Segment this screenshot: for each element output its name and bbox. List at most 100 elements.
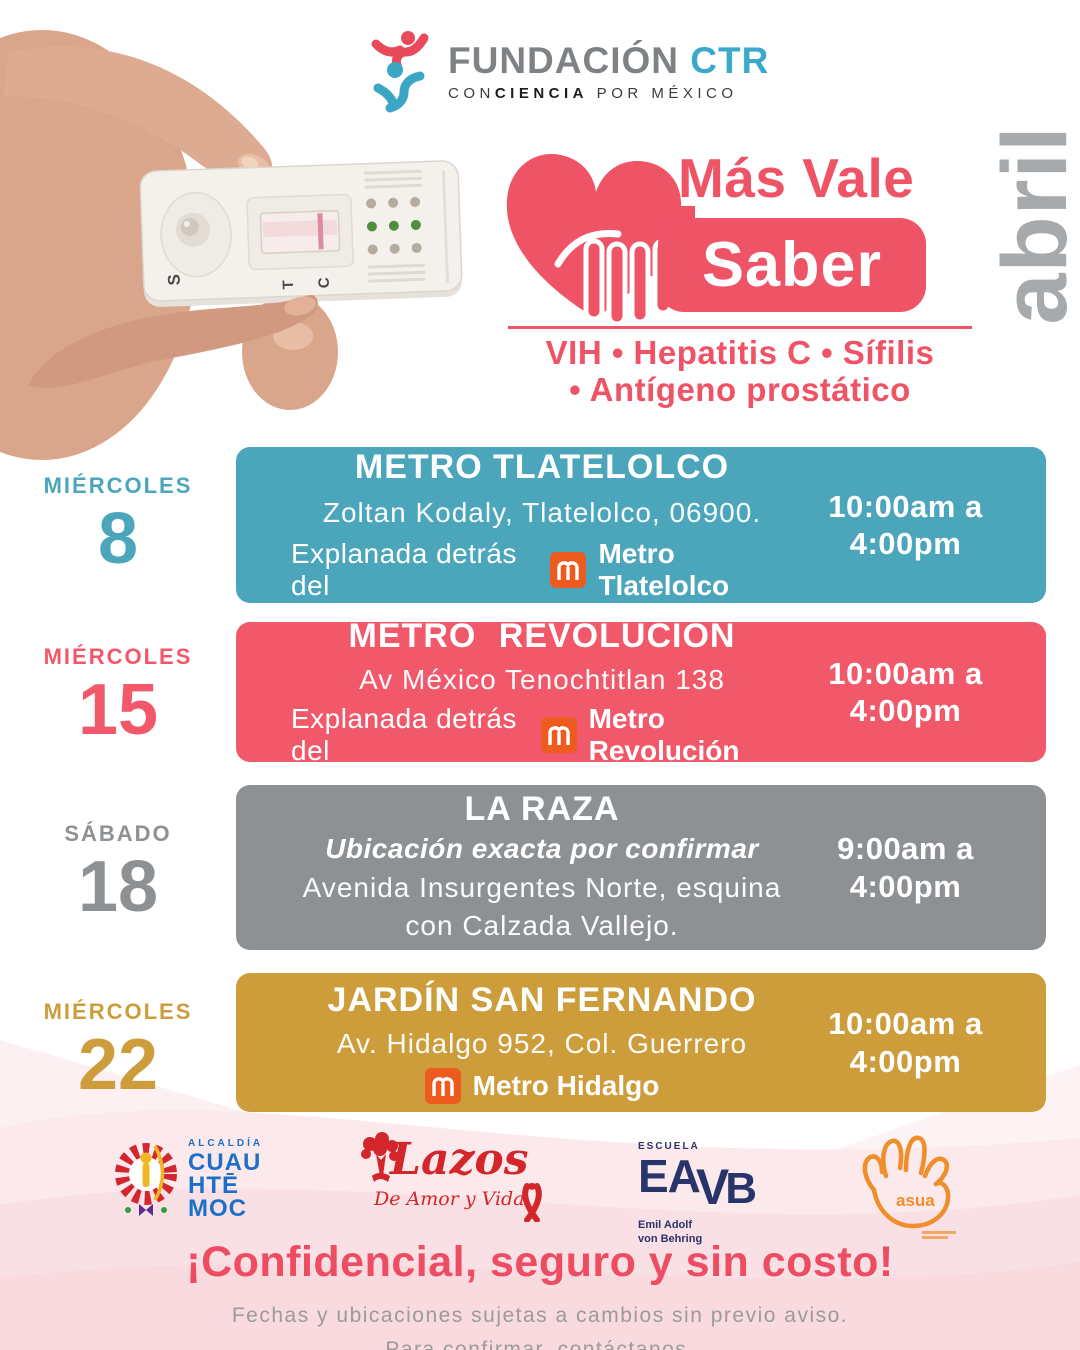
lazos-tree-icon: [361, 1132, 399, 1182]
day-label: MIÉRCOLES: [43, 473, 193, 498]
tests-line1: VIH • Hepatitis C • Sífilis: [545, 334, 935, 371]
cuauhtemoc-line2: HTĒ: [188, 1172, 239, 1200]
event-address: Zoltan Kodaly, Tlatelolco, 06900.: [322, 496, 762, 528]
event-row-miercoles-15: MIÉRCOLES 15 METRO REVOLUCIÓN Av México …: [0, 617, 1080, 766]
asua-label: asua: [896, 1191, 935, 1210]
test-cassette: S T C: [139, 160, 463, 307]
brand-name-accent: CTR: [690, 39, 770, 81]
cuauhtemoc-line1: CUAU: [188, 1149, 262, 1177]
hand-thumb: [28, 294, 318, 388]
fundacion-ctr-logo: FUNDACIÓN CTR CONCIENCIA POR MÉXICO: [368, 30, 769, 114]
metro-station-label: Metro Revolución: [588, 703, 740, 767]
eavb-sub2: von Behring: [638, 1232, 703, 1245]
event-card: METRO TLATELOLCO Zoltan Kodaly, Tlatelol…: [236, 447, 1046, 603]
brand-name-primary: FUNDACIÓN: [448, 39, 679, 81]
tagline-pre: CON: [448, 85, 495, 103]
cuauhtemoc-top-label: ALCALDÍA: [188, 1138, 264, 1150]
event-row-miercoles-22: MIÉRCOLES 22 JARDÍN SAN FERNANDO Av. Hid…: [0, 973, 1080, 1112]
partner-logos-row: ALCALDÍA CUAU HTĒ MOC Lazos De Amor y Vi…: [0, 1128, 1080, 1245]
eavb-letter-v: V: [695, 1159, 730, 1215]
brand-tagline: CONCIENCIA POR MÉXICO: [448, 85, 769, 102]
footer: ¡Confidencial, seguro y sin costo! Fecha…: [0, 1238, 1080, 1350]
month-label: abril: [984, 125, 1080, 325]
lazos-title: Lazos: [390, 1134, 529, 1185]
eavb-letter-b: B: [725, 1164, 758, 1213]
event-card: LA RAZA Ubicación exacta por confirmar A…: [236, 785, 1046, 950]
day-number: 8: [97, 499, 139, 579]
event-date: SÁBADO 18: [0, 785, 236, 923]
day-label: MIÉRCOLES: [43, 999, 193, 1024]
cuauhtemoc-line3: MOC: [188, 1194, 247, 1222]
time-line1: 10:00am a: [828, 1006, 983, 1042]
metro-prefix: Explanada detrás del: [291, 538, 517, 602]
event-date: MIÉRCOLES 15: [0, 622, 236, 746]
eavb-school-logo: ESCUELA EA V B Emil Adolf von Behring: [638, 1142, 757, 1247]
event-title: LA RAZA: [464, 790, 620, 829]
hand-with-test-cassette-photo: S T C: [0, 30, 463, 460]
asua-logo: asua: [852, 1128, 962, 1240]
event-address: Av México Tenochtitlan 138: [359, 663, 725, 695]
event-title: JARDÍN SAN FERNANDO: [327, 981, 757, 1020]
metro-prefix: Explanada detrás del: [291, 703, 517, 767]
metro-icon: [550, 552, 587, 589]
eavb-sub1: Emil Adolf: [638, 1219, 692, 1231]
time-line1: 10:00am a: [828, 488, 983, 524]
metro-station-label: Metro Hidalgo: [472, 1069, 660, 1101]
cassette-dots: [366, 196, 422, 255]
awareness-ribbon-icon: [522, 1183, 542, 1222]
footer-note2: Para confirmar, contáctanos.: [385, 1337, 695, 1350]
event-time: 9:00am a 4:00pm: [793, 785, 1046, 950]
tests-list: VIH • Hepatitis C • Sífilis • Antígeno p…: [490, 334, 990, 409]
eavb-letters-ea: EA: [638, 1150, 701, 1202]
mas-vale-saber-logo: Más Vale Saber VIH • Hepatitis C • Sífil…: [500, 130, 980, 420]
metro-row: Explanada detrás del Metro Tlatelolco: [291, 538, 793, 602]
cassette-label-t: T: [280, 280, 297, 290]
tests-line2: • Antígeno prostático: [569, 370, 911, 408]
cuauhtemoc-emblem-icon: [115, 1143, 177, 1216]
campaign-title-line2: Saber: [658, 218, 926, 312]
cassette-grip-lines: [364, 169, 426, 283]
metro-icon: [424, 1067, 461, 1104]
event-card: METRO REVOLUCIÓN Av México Tenochtitlan …: [236, 617, 1046, 766]
time-line2: 4:00pm: [849, 693, 962, 728]
event-time: 10:00am a 4:00pm: [793, 447, 1046, 603]
day-number: 18: [77, 847, 159, 927]
pink-waves-background: [0, 1040, 1080, 1350]
event-row-sabado-18: SÁBADO 18 LA RAZA Ubicación exacta por c…: [0, 785, 1080, 950]
tagline-post: POR MÉXICO: [588, 85, 738, 103]
day-label: MIÉRCOLES: [43, 644, 193, 669]
metro-row: Metro Hidalgo: [424, 1067, 660, 1104]
saber-text: Saber: [701, 230, 883, 300]
event-time: 10:00am a 4:00pm: [793, 622, 1046, 762]
cassette-label-c: C: [316, 277, 333, 289]
event-card: JARDÍN SAN FERNANDO Av. Hidalgo 952, Col…: [236, 973, 1046, 1112]
metro-station-label: Metro Tlatelolco: [598, 538, 730, 602]
metro-row: Explanada detrás del Metro Revolución: [291, 703, 793, 767]
event-note: Ubicación exacta por confirmar: [325, 833, 759, 865]
time-line1: 10:00am a: [828, 655, 983, 691]
event-title: METRO REVOLUCIÓN: [348, 616, 736, 655]
footer-note1: Fechas y ubicaciones sujetas a cambios s…: [231, 1304, 849, 1327]
asua-hand-icon: asua: [862, 1135, 956, 1239]
tagline-bold: CIENCIA: [494, 85, 589, 103]
event-address: Av. Hidalgo 952, Col. Guerrero: [336, 1028, 748, 1060]
day-number: 15: [77, 670, 159, 750]
campaign-title-line1: Más Vale: [678, 147, 915, 209]
metro-icon: [540, 717, 577, 754]
eavb-top-label: ESCUELA: [638, 1141, 700, 1152]
time-line2: 4:00pm: [849, 1043, 962, 1079]
day-label: SÁBADO: [64, 821, 172, 846]
alcaldia-cuauhtemoc-logo: ALCALDÍA CUAU HTĒ MOC: [112, 1138, 263, 1222]
lazos-de-amor-y-vida-logo: Lazos De Amor y Vida: [361, 1132, 542, 1225]
divider-line: [508, 326, 972, 329]
day-number: 22: [77, 1025, 159, 1105]
event-date: MIÉRCOLES 8: [0, 447, 236, 575]
event-address: Avenida Insurgentes Norte, esquina con C…: [302, 872, 782, 941]
footer-headline: ¡Confidencial, seguro y sin costo!: [186, 1238, 894, 1286]
event-row-miercoles-8: MIÉRCOLES 8 METRO TLATELOLCO Zoltan Koda…: [0, 447, 1080, 603]
event-time: 10:00am a 4:00pm: [793, 973, 1046, 1112]
time-line2: 4:00pm: [849, 526, 962, 561]
time-line2: 4:00pm: [849, 868, 962, 904]
ctr-figures-icon: [371, 31, 429, 113]
